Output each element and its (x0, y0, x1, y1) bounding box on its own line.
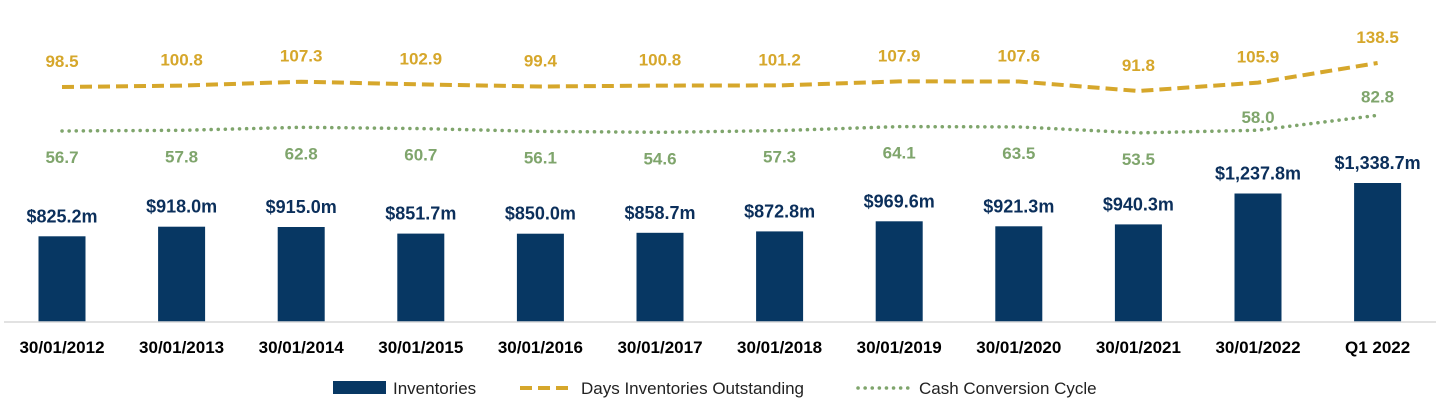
dio-point-label: 100.8 (639, 51, 682, 70)
x-tick-label: 30/01/2019 (857, 338, 942, 357)
legend: Inventories Days Inventories Outstanding… (333, 379, 1097, 398)
inventory-bar (397, 233, 445, 322)
inventory-bar-label: $918.0m (146, 197, 217, 217)
dio-point-label: 138.5 (1356, 28, 1399, 47)
ccc-point-label: 53.5 (1122, 150, 1155, 169)
legend-label-ccc: Cash Conversion Cycle (919, 379, 1097, 398)
inventory-bar-label: $850.0m (505, 204, 576, 224)
dio-point-label: 105.9 (1237, 48, 1280, 67)
inventory-bar-label: $940.3m (1103, 194, 1174, 214)
ccc-point-label: 62.8 (285, 144, 318, 163)
ccc-point-label: 63.5 (1002, 144, 1035, 163)
dio-point-label: 107.3 (280, 47, 323, 66)
dio-point-label: 107.9 (878, 46, 921, 65)
dio-point-label: 107.6 (998, 47, 1041, 66)
ccc-line (60, 113, 1380, 135)
dio-point-label: 98.5 (45, 52, 78, 71)
x-tick-label: 30/01/2012 (19, 338, 104, 357)
inventory-bar (875, 221, 923, 322)
ccc-point-label: 82.8 (1361, 87, 1394, 106)
inventory-bar (1234, 193, 1282, 322)
dio-point-label: 100.8 (160, 51, 203, 70)
ccc-point-label: 54.6 (643, 149, 676, 168)
inventory-bar (756, 231, 804, 322)
inventory-bar-label: $872.8m (744, 201, 815, 221)
bars-layer (38, 183, 1402, 322)
x-tick-label: 30/01/2022 (1215, 338, 1300, 357)
lines-layer (60, 61, 1380, 135)
dio-point-label: 99.4 (524, 52, 558, 71)
inventory-bar (38, 236, 86, 322)
x-tick-label: 30/01/2017 (617, 338, 702, 357)
legend-label-inventories: Inventories (393, 379, 476, 398)
inventory-bar-label: $969.6m (864, 191, 935, 211)
x-tick-label: 30/01/2015 (378, 338, 463, 357)
x-tick-label: 30/01/2018 (737, 338, 822, 357)
inventory-bar (636, 232, 684, 322)
inventory-bar-label: $1,338.7m (1335, 153, 1421, 173)
ccc-point-label: 64.1 (883, 144, 916, 163)
labels-layer: $825.2m $918.0m $915.0m $851.7m $850.0m $858.… (26, 28, 1420, 226)
x-tick-label: 30/01/2021 (1096, 338, 1181, 357)
x-tick-label: 30/01/2013 (139, 338, 224, 357)
ccc-point-label: 56.7 (45, 148, 78, 167)
ccc-point-label: 57.8 (165, 147, 198, 166)
inventory-bar (1354, 183, 1402, 322)
ccc-point-label: 58.0 (1241, 108, 1274, 127)
dio-line (61, 61, 1378, 93)
dio-point-label: 91.8 (1122, 56, 1155, 75)
inventory-bar (1114, 224, 1162, 322)
inventory-bar (277, 227, 325, 322)
inventory-bar-label: $851.7m (385, 204, 456, 224)
inventory-bar-label: $1,237.8m (1215, 164, 1301, 184)
ccc-point-label: 60.7 (404, 146, 437, 165)
dio-point-label: 101.2 (758, 50, 801, 69)
inventory-bar-label: $858.7m (624, 203, 695, 223)
category-labels: 30/01/2012 30/01/2013 30/01/2014 30/01/2015… (19, 338, 1410, 357)
x-tick-label: Q1 2022 (1345, 338, 1410, 357)
x-tick-label: 30/01/2016 (498, 338, 583, 357)
inventory-bar (995, 226, 1043, 322)
legend-swatch-inventories (333, 381, 386, 394)
ccc-point-label: 56.1 (524, 148, 557, 167)
ccc-point-label: 57.3 (763, 148, 796, 167)
dio-point-label: 102.9 (400, 49, 443, 68)
x-tick-label: 30/01/2020 (976, 338, 1061, 357)
legend-label-dio: Days Inventories Outstanding (581, 379, 804, 398)
inventory-bar-label: $825.2m (26, 206, 97, 226)
inventory-bar-label: $915.0m (266, 197, 337, 217)
x-tick-label: 30/01/2014 (259, 338, 345, 357)
inventory-bar-label: $921.3m (983, 196, 1054, 216)
inventory-bar (158, 226, 206, 322)
inventory-bar (516, 233, 564, 322)
